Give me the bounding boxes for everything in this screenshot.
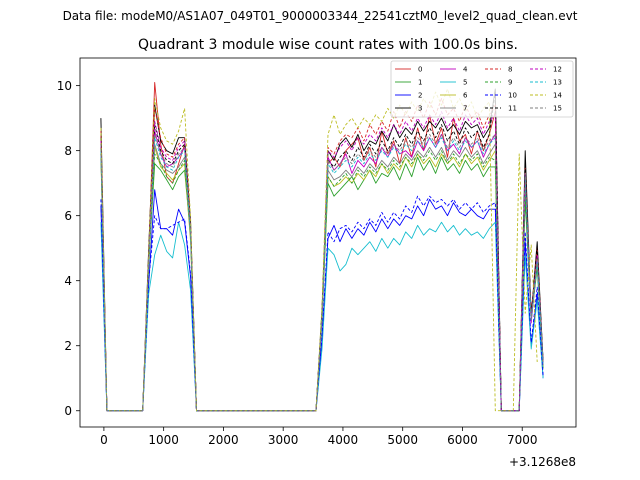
y-tick-label: 4	[64, 274, 72, 288]
y-tick-label: 10	[57, 79, 72, 93]
legend-frame	[390, 60, 574, 118]
series-line-13	[100, 137, 544, 412]
x-tick-label: 4000	[328, 433, 359, 447]
plot-area-frame	[79, 57, 577, 428]
chart-suptitle: Data file: modeM0/AS1A07_049T01_90000033…	[63, 9, 578, 23]
y-tick-label: 6	[64, 209, 72, 223]
series-line-15	[100, 133, 544, 412]
y-tick-label: 8	[64, 144, 72, 158]
series-line-5	[100, 221, 544, 412]
legend-label-8: 8	[508, 66, 512, 74]
chart-title: Quadrant 3 module wise count rates with …	[138, 37, 518, 53]
x-tick-label: 2000	[208, 433, 239, 447]
x-tick-label: 1000	[148, 433, 179, 447]
y-axis-ticks: 0 2 4 6 8 10	[57, 79, 80, 418]
x-tick-label: 5000	[387, 433, 418, 447]
y-tick-label: 2	[64, 339, 72, 353]
legend-label-6: 6	[463, 92, 468, 100]
y-tick-label: 0	[64, 404, 72, 418]
x-tick-label: 0	[100, 433, 108, 447]
legend-label-4: 4	[463, 66, 468, 74]
series-line-10	[100, 195, 544, 412]
legend-label-14: 14	[553, 92, 562, 100]
x-tick-label: 7000	[507, 433, 538, 447]
legend-label-9: 9	[508, 79, 512, 87]
legend-label-2: 2	[418, 92, 422, 100]
legend-label-3: 3	[418, 105, 422, 113]
legend-label-12: 12	[553, 66, 562, 74]
legend-label-0: 0	[418, 66, 422, 74]
legend-label-1: 1	[418, 79, 422, 87]
x-axis-offset-label: +3.1268e8	[509, 455, 576, 469]
legend-label-15: 15	[553, 105, 562, 113]
legend-label-11: 11	[508, 105, 517, 113]
legend-label-7: 7	[463, 105, 467, 113]
x-tick-label: 3000	[268, 433, 299, 447]
legend-label-10: 10	[508, 92, 517, 100]
x-tick-label: 6000	[447, 433, 478, 447]
legend-label-13: 13	[553, 79, 562, 87]
x-axis-ticks: 0 1000 2000 3000 4000 5000 6000 7000	[100, 427, 537, 447]
legend-label-5: 5	[463, 79, 467, 87]
